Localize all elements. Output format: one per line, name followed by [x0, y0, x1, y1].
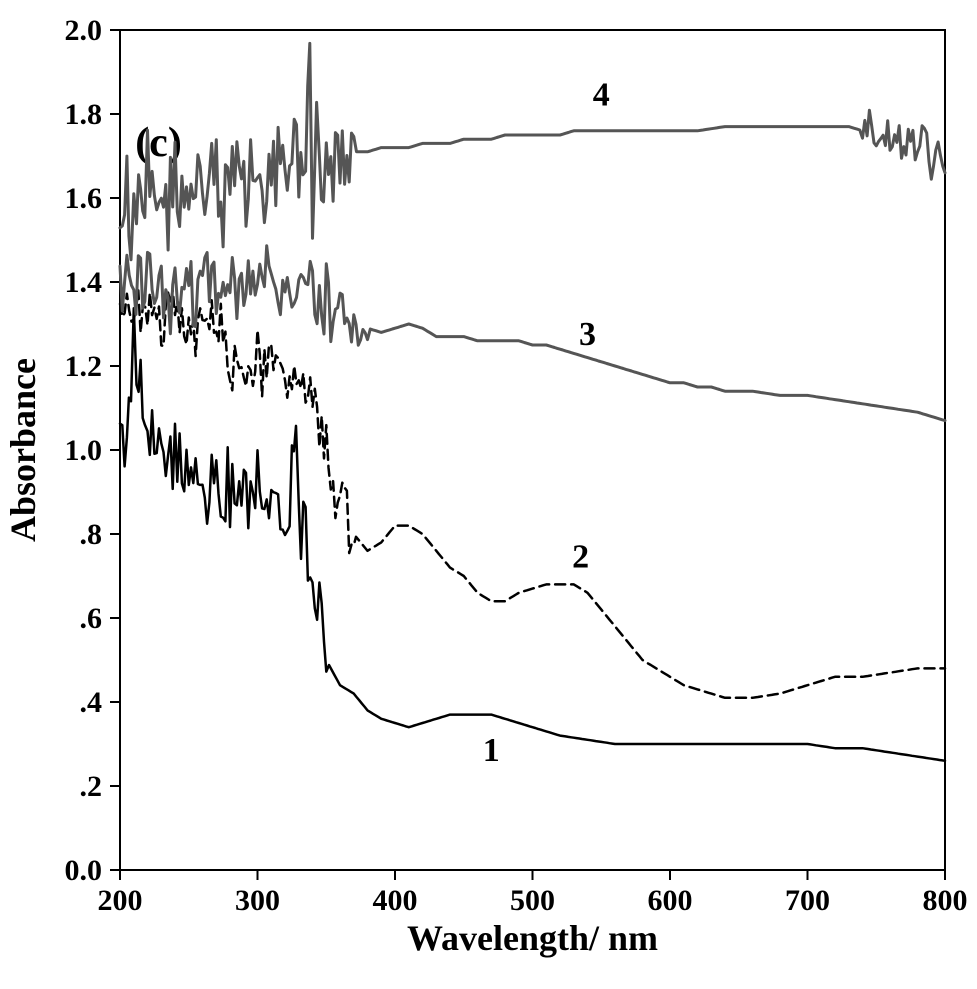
series-2 — [120, 290, 945, 698]
x-tick-label: 600 — [648, 884, 693, 917]
y-tick-label: .8 — [80, 518, 103, 551]
series-label-3: 3 — [579, 316, 596, 353]
series-3 — [120, 246, 945, 421]
x-tick-label: 500 — [510, 884, 555, 917]
series-label-4: 4 — [593, 77, 610, 114]
x-tick-label: 200 — [98, 884, 143, 917]
y-tick-label: .2 — [80, 770, 103, 803]
spectrum-chart: 200 300 400 500 600 700 800 0.0 .2 .4 .6 .8 1.0 1.2 1.… — [0, 0, 977, 989]
y-tick-label: 0.0 — [65, 854, 103, 887]
series-label-1: 1 — [483, 732, 500, 769]
y-axis-title: Absorbance — [3, 358, 43, 542]
y-tick-label: 1.4 — [65, 266, 103, 299]
plot-frame — [120, 30, 945, 870]
y-tick-label: 1.2 — [65, 350, 103, 383]
y-tick-label: 1.8 — [65, 98, 103, 131]
y-tick-label: .4 — [80, 686, 103, 719]
y-tick-label: .6 — [80, 602, 103, 635]
x-tick-label: 300 — [235, 884, 280, 917]
y-tick-label: 1.0 — [65, 434, 103, 467]
series-label-2: 2 — [572, 539, 589, 576]
x-tick-label: 800 — [923, 884, 968, 917]
x-tick-label: 400 — [373, 884, 418, 917]
y-tick-label: 2.0 — [65, 14, 103, 47]
series-4 — [120, 43, 945, 259]
chart-svg: 200 300 400 500 600 700 800 0.0 .2 .4 .6 .8 1.0 1.2 1.… — [0, 0, 977, 989]
x-axis-title: Wavelength/ nm — [407, 918, 658, 958]
x-tick-label: 700 — [785, 884, 830, 917]
y-tick-label: 1.6 — [65, 182, 103, 215]
